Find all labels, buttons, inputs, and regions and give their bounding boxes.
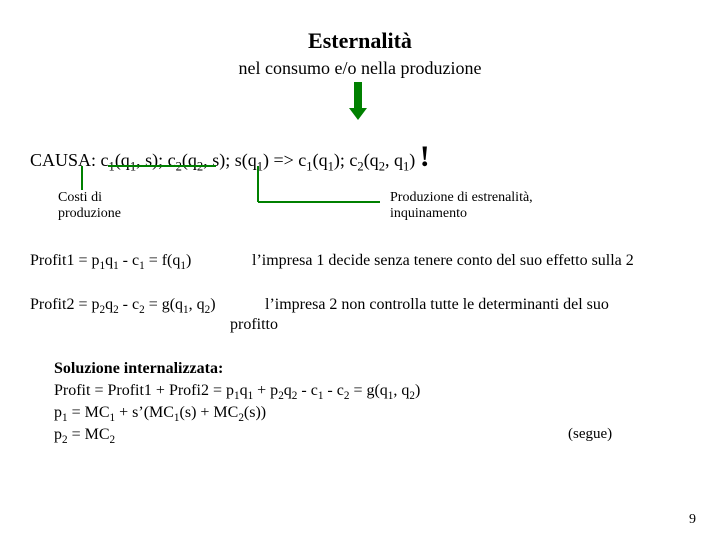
profit1-rhs-text: l’impresa 1 decide senza tenere conto de… [252, 252, 634, 269]
prod-l2: inquinamento [390, 206, 533, 222]
causa-c1b-close: ); [334, 150, 350, 170]
sol-l3-mc2s: 2 [110, 434, 116, 446]
causa-c2: c [168, 150, 176, 170]
profit1-eq: = f(q [145, 252, 181, 269]
sol-l1-mc2: - c [323, 382, 343, 399]
sol-l1-mid: , q [393, 382, 409, 399]
sol-l1-q2: q [284, 382, 292, 399]
costi-l1: Costi di [58, 190, 121, 206]
subtitle-text: nel consumo e/o nella produzione [239, 58, 482, 78]
page-number: 9 [689, 512, 696, 528]
causa-c1b-open: (q [313, 150, 328, 170]
soluzione-line3: p2 = MC2 [54, 426, 115, 446]
page-number-text: 9 [689, 512, 696, 527]
profit2-minus: - c [119, 296, 139, 313]
subtitle: nel consumo e/o nella produzione [0, 58, 720, 79]
causa-excl: ! [420, 140, 430, 173]
profit1-minus: - c [119, 252, 139, 269]
down-arrow-icon [349, 82, 367, 120]
soluzione-line2: p1 = MC1 + s’(MC1(s) + MC2(s)) [54, 404, 266, 424]
sol-l1-eq: = g(q [349, 382, 387, 399]
soluzione-heading: Soluzione internalizzata: [54, 360, 223, 378]
slide-page: Esternalità nel consumo e/o nella produz… [0, 0, 720, 540]
profit2-eq: = g(q [145, 296, 183, 313]
causa-c1-close: , s); [136, 150, 168, 170]
profit2-mid: , q [189, 296, 205, 313]
title-text: Esternalità [308, 28, 412, 53]
sol-l3-pre: p [54, 426, 62, 443]
sol-l2-sp: + s’(MC [115, 404, 174, 421]
prod-l1: Produzione di estrenalità, [390, 190, 533, 206]
segue: (segue) [568, 426, 612, 443]
profit2-rhs1-text: l’impresa 2 non controlla tutte le deter… [265, 296, 609, 313]
profit2-line: Profit2 = p2q2 - c2 = g(q1, q2) [30, 296, 216, 316]
causa-c1-open: (q [115, 150, 130, 170]
profit2-q: q [105, 296, 113, 313]
soluzione-line1: Profit = Profit1 + Profi2 = p1q1 + p2q2 … [54, 382, 420, 402]
soluzione-heading-text: Soluzione internalizzata: [54, 360, 223, 377]
causa-s-close: ) => [263, 150, 298, 170]
causa-c2-open: (q [182, 150, 197, 170]
profit2-rhs1: l’impresa 2 non controlla tutte le deter… [265, 296, 609, 314]
profit2-rhs2-text: profitto [230, 316, 278, 333]
profit1-line: Profit1 = p1q1 - c1 = f(q1) [30, 252, 191, 272]
sol-l1-pre: Profit = Profit1 + Profi2 = p [54, 382, 234, 399]
sol-l3-eq: = MC [68, 426, 110, 443]
title: Esternalità [0, 28, 720, 54]
causa-c2b-close: ) [409, 150, 420, 170]
sol-l1-q1: q [240, 382, 248, 399]
causa-c2-close: , s); [203, 150, 235, 170]
profit2-rhs2: profitto [230, 316, 278, 334]
sol-l2-pre: p [54, 404, 62, 421]
sol-l1-mc1: - c [297, 382, 317, 399]
costi-note: Costi di produzione [58, 190, 121, 222]
causa-c2b-open: (q [364, 150, 379, 170]
sol-l1-close: ) [415, 382, 420, 399]
segue-text: (segue) [568, 426, 612, 442]
sol-l2-close: (s)) [244, 404, 266, 421]
sol-l1-plus: + p [253, 382, 278, 399]
prod-note: Produzione di estrenalità, inquinamento [390, 190, 533, 222]
sol-l2-eq: = MC [68, 404, 110, 421]
profit1-pre: Profit1 = p [30, 252, 99, 269]
profit1-rhs: l’impresa 1 decide senza tenere conto de… [252, 252, 634, 270]
causa-prefix: CAUSA: [30, 150, 101, 170]
causa-c2b-mid: , q [385, 150, 403, 170]
profit2-pre: Profit2 = p [30, 296, 99, 313]
causa-line: CAUSA: c1(q1, s); c2(q2, s); s(q1) => c1… [30, 140, 430, 175]
profit2-close: ) [210, 296, 215, 313]
sol-l2-s1: (s) + MC [180, 404, 239, 421]
profit1-close: ) [186, 252, 191, 269]
causa-c1: c [101, 150, 109, 170]
causa-s: s(q [235, 150, 257, 170]
profit1-q: q [105, 252, 113, 269]
costi-l2: produzione [58, 206, 121, 222]
